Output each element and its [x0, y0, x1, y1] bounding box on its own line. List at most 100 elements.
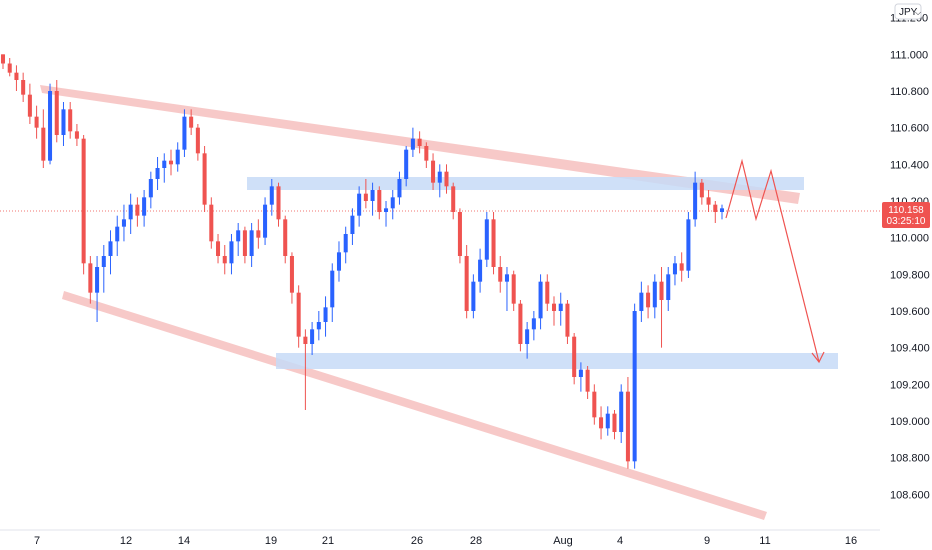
candle-body	[659, 281, 664, 300]
candle-body	[249, 230, 254, 256]
candle-down	[625, 377, 630, 469]
candle-body	[592, 391, 597, 418]
x-tick-label: 19	[265, 535, 277, 547]
candle-body	[444, 171, 449, 187]
candle-body	[135, 204, 140, 216]
price-axis[interactable]: 108.600 108.800 109.000 109.200 109.400 109.6…	[880, 0, 932, 550]
candle-body	[21, 80, 26, 95]
candle-down	[491, 212, 496, 275]
candle-body	[168, 160, 174, 165]
candle-down	[276, 182, 281, 227]
candle-down	[572, 333, 577, 385]
candle-down	[189, 109, 194, 135]
candle-up	[719, 204, 725, 220]
candle-body	[155, 168, 160, 179]
candle-up	[410, 127, 415, 157]
candle-body	[229, 241, 234, 264]
candle-up	[672, 256, 677, 286]
candle-up	[471, 274, 476, 319]
candle-body	[397, 179, 402, 198]
candle-down	[7, 58, 12, 77]
candle-body	[666, 274, 671, 300]
candle-body	[269, 186, 274, 205]
candle-body	[478, 259, 483, 282]
candle-down	[14, 65, 19, 91]
x-tick-label: 16	[845, 535, 857, 547]
candle-body	[639, 292, 644, 311]
y-tick-label: 109.000	[890, 416, 930, 428]
channel-lower-trendline[interactable]	[62, 291, 767, 520]
y-tick-label: 109.200	[890, 379, 930, 391]
candle-down	[551, 296, 557, 326]
candle-body	[48, 91, 53, 161]
candle-down	[88, 256, 93, 304]
candle-body	[216, 241, 221, 256]
candle-down	[216, 234, 221, 264]
x-tick-label: 4	[617, 535, 623, 547]
candle-body	[525, 329, 530, 344]
candle-down	[74, 124, 79, 146]
candle-down	[511, 270, 516, 311]
candle-up	[115, 215, 120, 256]
candle-down	[545, 274, 550, 311]
candle-up	[686, 212, 691, 278]
candle-body	[377, 190, 382, 212]
current-price-label: 110.158	[888, 205, 924, 216]
candle-up	[162, 153, 167, 183]
candle-body	[7, 63, 12, 73]
candle-body	[699, 182, 704, 198]
candle-body	[148, 179, 153, 198]
y-tick-label: 109.800	[890, 269, 930, 281]
candle-body	[189, 116, 194, 128]
candle-up	[142, 190, 147, 227]
support-zone[interactable]	[276, 353, 838, 369]
candle-body	[538, 281, 543, 319]
candle-body	[672, 263, 677, 275]
time-axis[interactable]: 7 12 14 19 21 26 28 Aug 4 9 11 16	[0, 529, 880, 547]
candle-up	[263, 197, 268, 245]
candle-body	[706, 197, 711, 205]
candle-body	[511, 274, 516, 304]
candle-up	[61, 102, 66, 146]
x-tick-label: 21	[322, 535, 334, 547]
candle-up	[128, 193, 133, 234]
candle-body	[471, 281, 476, 311]
candle-body	[175, 149, 180, 165]
candle-up	[478, 248, 483, 293]
candle-down	[135, 197, 140, 227]
y-tick-label: 110.400	[890, 159, 929, 171]
candle-up	[330, 263, 335, 322]
candle-up	[310, 322, 315, 355]
candle-up	[605, 406, 610, 436]
candle-body	[599, 417, 604, 429]
candle-body	[61, 109, 66, 135]
candle-body	[242, 230, 247, 256]
y-tick-label: 108.600	[890, 489, 930, 501]
candle-down	[296, 285, 301, 348]
candle-down	[303, 329, 308, 410]
candle-up	[484, 212, 489, 267]
candle-down	[242, 226, 247, 264]
candle-body	[357, 193, 362, 216]
candle-down	[0, 54, 6, 69]
candle-up	[693, 171, 698, 227]
currency-label[interactable]	[894, 3, 922, 20]
candle-down	[518, 300, 523, 352]
candle-body	[108, 241, 113, 256]
candle-down	[699, 179, 704, 205]
candle-body	[27, 94, 32, 117]
candle-body	[652, 281, 657, 308]
resistance-zone[interactable]	[247, 177, 804, 190]
countdown-label: 03:25:10	[887, 216, 926, 227]
candle-body	[195, 127, 200, 154]
candle-body	[605, 413, 610, 429]
candle-body	[323, 307, 328, 322]
candle-down	[417, 131, 422, 154]
candle-body	[363, 193, 368, 201]
projection-path[interactable]	[725, 158, 820, 363]
x-tick-label: 7	[34, 535, 40, 547]
y-tick-label: 109.600	[890, 306, 930, 318]
candle-body	[424, 146, 429, 161]
candle-up	[390, 190, 395, 220]
